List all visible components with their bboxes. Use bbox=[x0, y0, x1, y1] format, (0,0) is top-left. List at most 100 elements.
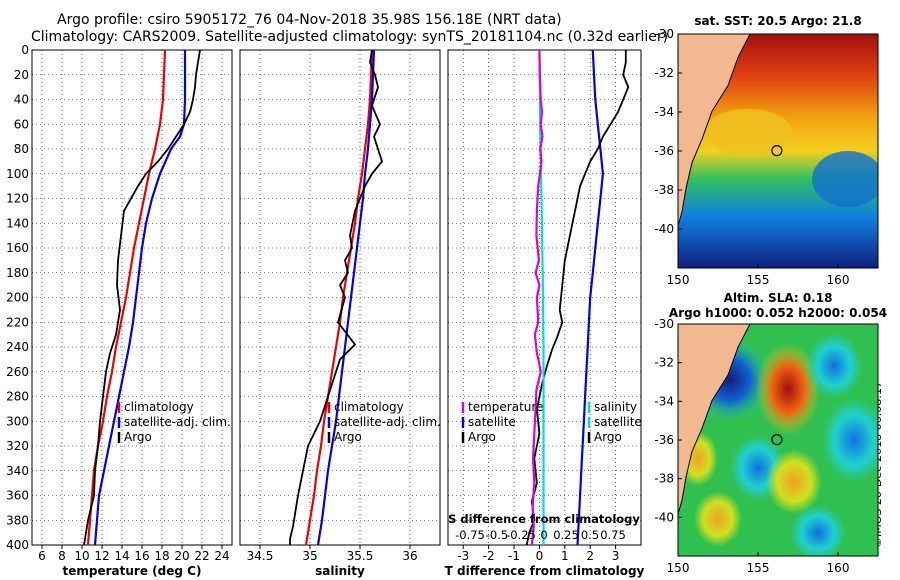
series-t-satellite bbox=[576, 49, 605, 546]
x-tick-label: -1 bbox=[508, 549, 520, 563]
series-argo bbox=[289, 49, 384, 545]
series-s-satellite bbox=[538, 49, 545, 545]
x-tick-label: 36 bbox=[402, 549, 417, 563]
s-tick-label: 0.25 bbox=[553, 528, 579, 542]
x-tick-label: 1 bbox=[561, 549, 569, 563]
y-tick-label: 260 bbox=[6, 365, 29, 379]
x-tick-label: 20 bbox=[174, 549, 189, 563]
y-tick-label: 240 bbox=[6, 340, 29, 354]
x-tick-label: 10 bbox=[74, 549, 89, 563]
y-tick-label: 160 bbox=[6, 241, 29, 255]
legend-entry: satellite-adj. clim. bbox=[334, 415, 441, 429]
panel-salinity: 34.5 35 35.5 36 salinity climatologysatellite… bbox=[239, 49, 441, 578]
y-tick-label: 120 bbox=[6, 192, 29, 206]
map-x-tick-label: 155 bbox=[747, 561, 770, 575]
map-y-tick-label: -30 bbox=[654, 27, 674, 41]
gridlines bbox=[32, 49, 232, 546]
map-title: Altim. SLA: 0.18 bbox=[724, 291, 833, 305]
map-subtitle: Argo h1000: 0.052 h2000: 0.054 bbox=[669, 306, 887, 320]
x-tick-label: 18 bbox=[154, 549, 169, 563]
map-y-tick-label: -36 bbox=[654, 144, 674, 158]
sst-warm-tongue bbox=[704, 108, 792, 156]
x-tick-label: 3 bbox=[612, 549, 620, 563]
sla-eddy bbox=[806, 333, 862, 399]
y-tick-label: 40 bbox=[14, 93, 29, 107]
sla-eddy bbox=[694, 491, 742, 547]
x-tick-label: 35.5 bbox=[347, 549, 374, 563]
x-tick-label: 22 bbox=[194, 549, 209, 563]
map-y-tick-label: -34 bbox=[654, 105, 674, 119]
s-tick-label: 0 bbox=[540, 528, 547, 542]
map-x-tick-label: 155 bbox=[747, 273, 770, 287]
y-tick-label: 60 bbox=[14, 117, 29, 131]
map-y-tick-label: -38 bbox=[654, 183, 674, 197]
map-y-tick-label: -36 bbox=[654, 433, 674, 447]
figure-title-line2: Climatology: CARS2009. Satellite-adjuste… bbox=[31, 29, 669, 45]
legend-entry: climatology bbox=[334, 400, 404, 414]
sst-cool-patch bbox=[812, 151, 878, 208]
series-argo bbox=[83, 49, 201, 546]
y-tick-label: 80 bbox=[14, 142, 29, 156]
legend-entry: Argo bbox=[124, 430, 152, 444]
s-tick-label: 0.75 bbox=[600, 528, 626, 542]
legend-entry: Argo bbox=[594, 430, 622, 444]
sla-eddy bbox=[756, 342, 820, 436]
y-tick-label: 280 bbox=[6, 390, 29, 404]
legend-entry: climatology bbox=[124, 400, 194, 414]
land-mass bbox=[678, 324, 751, 515]
x-tick-label: 6 bbox=[38, 549, 46, 563]
y-tick-label: 340 bbox=[6, 464, 29, 478]
y-tick-label: 300 bbox=[6, 414, 29, 428]
map-panels: 150 155 160 -30 -32 -34 -36 -38 -40 sat. SST: 20.… bbox=[654, 14, 887, 575]
y-tick-label: 100 bbox=[6, 167, 29, 181]
y-tick-label: 320 bbox=[6, 439, 29, 453]
land-mass bbox=[678, 34, 751, 227]
map-x-tick-label: 150 bbox=[667, 561, 690, 575]
s-tick-label: 0.5 bbox=[581, 528, 599, 542]
x-tick-label: 16 bbox=[134, 549, 149, 563]
series-s-argo bbox=[530, 49, 544, 546]
legend-entry: salinity bbox=[594, 400, 637, 414]
y-tick-label: 360 bbox=[6, 489, 29, 503]
map-sla-map: 150 155 160 -30 -32 -34 -36 -38 -40 Altim. SLA: 0… bbox=[654, 291, 887, 575]
x-tick-label: 34.5 bbox=[247, 549, 274, 563]
x-axis-label: temperature (deg C) bbox=[63, 564, 202, 578]
map-y-tick-label: -40 bbox=[654, 222, 674, 236]
profile-panels: 6 8 10 12 14 16 18 20 22 240204060801001201401601… bbox=[6, 43, 644, 578]
x-tick-label: 14 bbox=[114, 549, 129, 563]
y-tick-label: 380 bbox=[6, 513, 29, 527]
x-tick-label: 12 bbox=[94, 549, 109, 563]
x-tick-label: 2 bbox=[586, 549, 594, 563]
legend-entry: Argo bbox=[468, 430, 496, 444]
x-axis-label: salinity bbox=[315, 564, 365, 578]
panel-temperature: 6 8 10 12 14 16 18 20 22 240204060801001201401601… bbox=[6, 43, 233, 578]
map-sst-map: 150 155 160 -30 -32 -34 -36 -38 -40 sat. SST: 20.… bbox=[654, 14, 879, 287]
x-axis-label: T difference from climatology bbox=[445, 564, 645, 578]
x-tick-label: 0 bbox=[536, 549, 544, 563]
map-x-tick-label: 160 bbox=[827, 561, 850, 575]
sla-eddy bbox=[766, 449, 822, 515]
map-y-tick-label: -38 bbox=[654, 472, 674, 486]
sla-eddy bbox=[790, 504, 846, 556]
panel-difference: -3 -2 -1 0 1 2 3T difference from climatologyt… bbox=[445, 49, 645, 578]
map-y-tick-label: -34 bbox=[654, 394, 674, 408]
s-tick-label: -0.25 bbox=[506, 528, 536, 542]
x-tick-label: 8 bbox=[58, 549, 66, 563]
series-satellite-adj-clim- bbox=[93, 50, 187, 546]
argo-position-marker bbox=[771, 434, 783, 446]
map-field bbox=[678, 324, 878, 556]
map-field bbox=[678, 34, 878, 268]
map-x-tick-label: 150 bbox=[667, 273, 690, 287]
legend-entry: satellite bbox=[468, 415, 516, 429]
argo-position-marker bbox=[771, 145, 783, 157]
y-tick-label: 220 bbox=[6, 315, 29, 329]
map-y-tick-label: -40 bbox=[654, 510, 674, 524]
legend-entry: satellite-adj. clim. bbox=[124, 415, 231, 429]
legend-entry: Argo bbox=[334, 430, 362, 444]
x-tick-label: 35 bbox=[302, 549, 317, 563]
y-tick-label: 200 bbox=[6, 291, 29, 305]
sla-eddy bbox=[822, 398, 878, 482]
y-tick-label: 180 bbox=[6, 266, 29, 280]
y-tick-label: 20 bbox=[14, 68, 29, 82]
map-y-tick-label: -32 bbox=[654, 66, 674, 80]
